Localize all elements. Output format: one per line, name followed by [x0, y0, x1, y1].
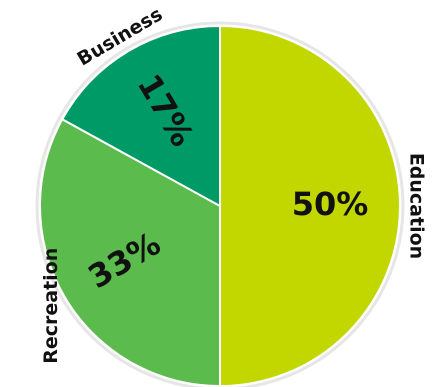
- category-label-recreation: Recreation: [40, 248, 62, 364]
- pie-slice-education: [219, 24, 401, 387]
- category-label-education: Education: [406, 153, 428, 259]
- pie-slices: [39, 24, 401, 387]
- pie-slice-recreation: [39, 117, 221, 387]
- pct-label-education: 50%: [292, 185, 369, 223]
- pie-outline: [35, 21, 405, 387]
- pie-slice-business: [60, 24, 221, 208]
